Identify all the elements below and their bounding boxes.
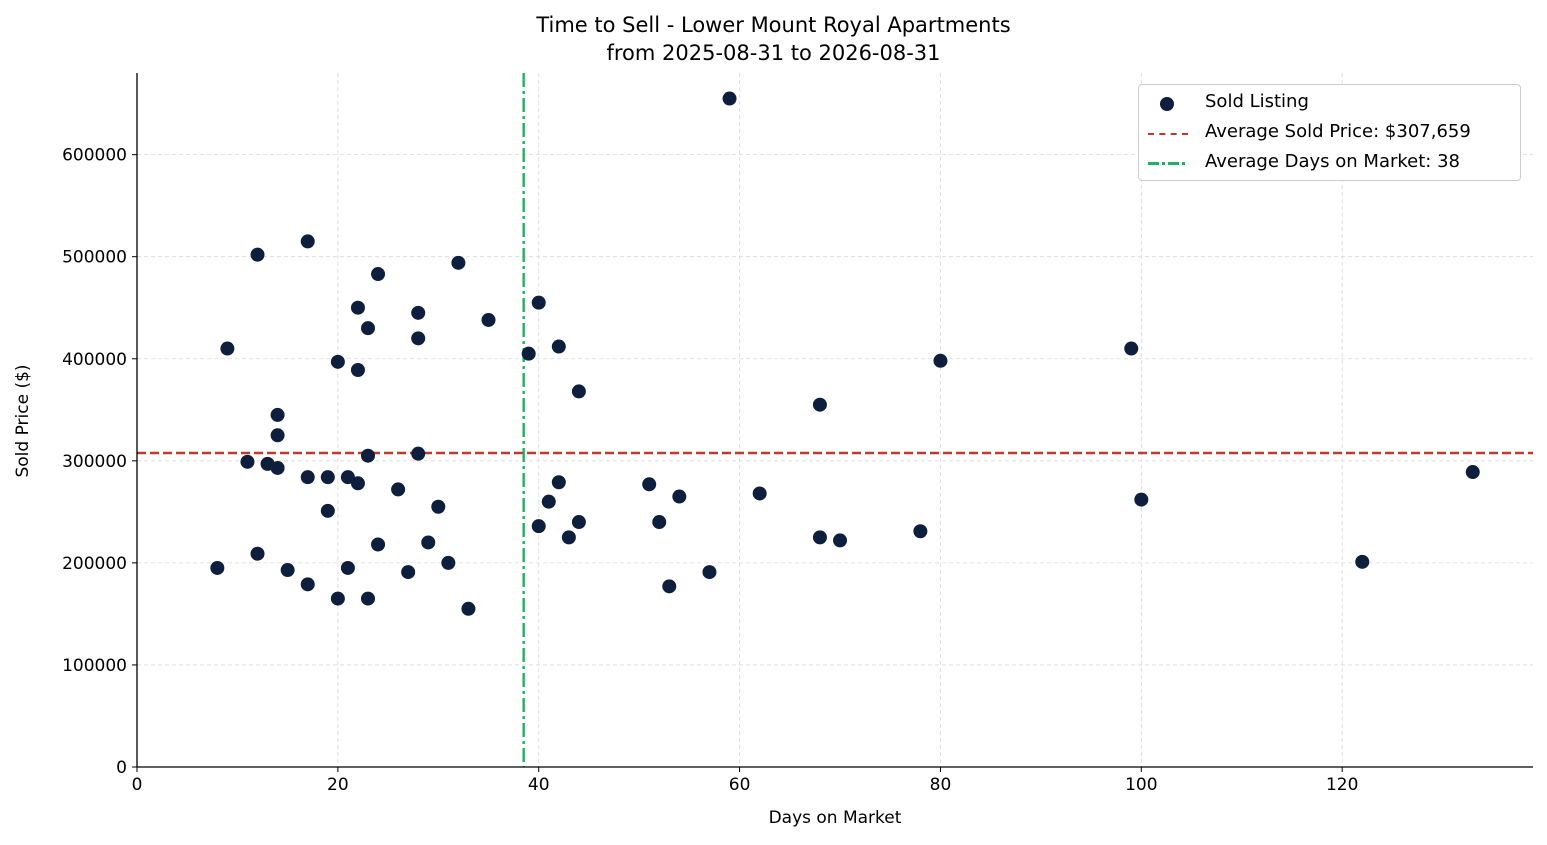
y-tick-label: 100000	[62, 656, 127, 676]
data-point	[531, 519, 546, 534]
data-point	[360, 591, 375, 606]
y-tick-label: 0	[116, 758, 127, 778]
data-point	[270, 407, 285, 422]
data-point	[481, 312, 496, 327]
x-tick-label: 20	[327, 775, 349, 795]
data-point	[360, 321, 375, 336]
data-point	[451, 255, 466, 270]
data-points	[210, 91, 1480, 616]
data-point	[672, 489, 687, 504]
y-tick-label: 400000	[62, 350, 127, 370]
y-tick-label: 600000	[62, 146, 127, 166]
legend-label-average-price: Average Sold Price: $307,659	[1205, 121, 1471, 142]
data-point	[1355, 554, 1370, 569]
data-point	[461, 601, 476, 616]
legend-item-average-price: Average Sold Price: $307,659	[1139, 117, 1520, 147]
data-point	[812, 397, 827, 412]
data-point	[551, 339, 566, 354]
data-point	[441, 555, 456, 570]
data-point	[702, 565, 717, 580]
legend-item-average-days: Average Days on Market: 38	[1139, 147, 1520, 177]
data-point	[421, 535, 436, 550]
data-point	[240, 454, 255, 469]
data-point	[401, 565, 416, 580]
data-point	[340, 470, 355, 485]
legend-label-average-days: Average Days on Market: 38	[1205, 151, 1460, 172]
legend-item-sold-listing: Sold Listing	[1139, 87, 1520, 117]
data-point	[411, 305, 426, 320]
axes	[136, 73, 1533, 768]
data-point	[270, 428, 285, 443]
data-point	[833, 533, 848, 548]
data-point	[330, 591, 345, 606]
data-point	[752, 486, 767, 501]
data-point	[571, 515, 586, 530]
data-point	[320, 503, 335, 518]
data-point	[541, 494, 556, 509]
x-tick-label: 40	[528, 775, 550, 795]
data-point	[270, 460, 285, 475]
data-point	[300, 234, 315, 249]
data-point	[330, 354, 345, 369]
legend-label-sold-listing: Sold Listing	[1205, 91, 1309, 112]
data-point	[300, 577, 315, 592]
legend-marker-point	[1160, 97, 1174, 111]
data-point	[371, 537, 386, 552]
data-point	[642, 477, 657, 492]
data-point	[391, 482, 406, 497]
data-point	[411, 446, 426, 461]
data-point	[350, 362, 365, 377]
chart-subtitle: from 2025-08-31 to 2026-08-31	[606, 41, 941, 65]
data-point	[1465, 465, 1480, 480]
data-point	[350, 300, 365, 315]
data-point	[551, 475, 566, 490]
data-point	[340, 560, 355, 575]
data-point	[812, 530, 827, 545]
data-point	[722, 91, 737, 106]
data-point	[561, 530, 576, 545]
x-tick-label: 120	[1326, 775, 1358, 795]
data-point	[571, 384, 586, 399]
reference-lines	[137, 73, 1533, 767]
legend-marker-dashed-line	[1148, 133, 1188, 135]
x-ticks: 0 20 40 60 80 100 120	[132, 767, 1358, 795]
y-ticks: 0 100000 200000 300000 400000 500000 600000	[62, 146, 137, 778]
data-point	[350, 476, 365, 491]
data-point	[933, 353, 948, 368]
data-point	[280, 563, 295, 578]
chart-title: Time to Sell - Lower Mount Royal Apartme…	[536, 13, 1011, 37]
x-tick-label: 100	[1125, 775, 1157, 795]
x-tick-label: 80	[930, 775, 952, 795]
legend: Sold Listing Average Sold Price: $307,65…	[1138, 84, 1521, 181]
data-point	[411, 331, 426, 346]
data-point	[521, 346, 536, 361]
data-point	[371, 267, 386, 282]
y-axis-label: Sold Price ($)	[13, 364, 33, 478]
data-point	[220, 341, 235, 356]
data-point	[250, 546, 265, 561]
data-point	[360, 448, 375, 463]
data-point	[210, 560, 225, 575]
data-point	[320, 470, 335, 485]
data-point	[913, 524, 928, 539]
y-tick-label: 200000	[62, 554, 127, 574]
x-tick-label: 60	[729, 775, 751, 795]
x-axis-label: Days on Market	[768, 808, 902, 828]
y-tick-label: 500000	[62, 248, 127, 268]
data-point	[431, 499, 446, 514]
y-tick-label: 300000	[62, 452, 127, 472]
data-point	[300, 470, 315, 485]
data-point	[662, 579, 677, 594]
data-point	[250, 247, 265, 262]
x-tick-label: 0	[132, 775, 143, 795]
data-point	[652, 515, 667, 530]
legend-marker-dashdot-line	[1148, 162, 1188, 165]
data-point	[531, 295, 546, 310]
data-point	[1124, 341, 1139, 356]
data-point	[1134, 492, 1149, 507]
